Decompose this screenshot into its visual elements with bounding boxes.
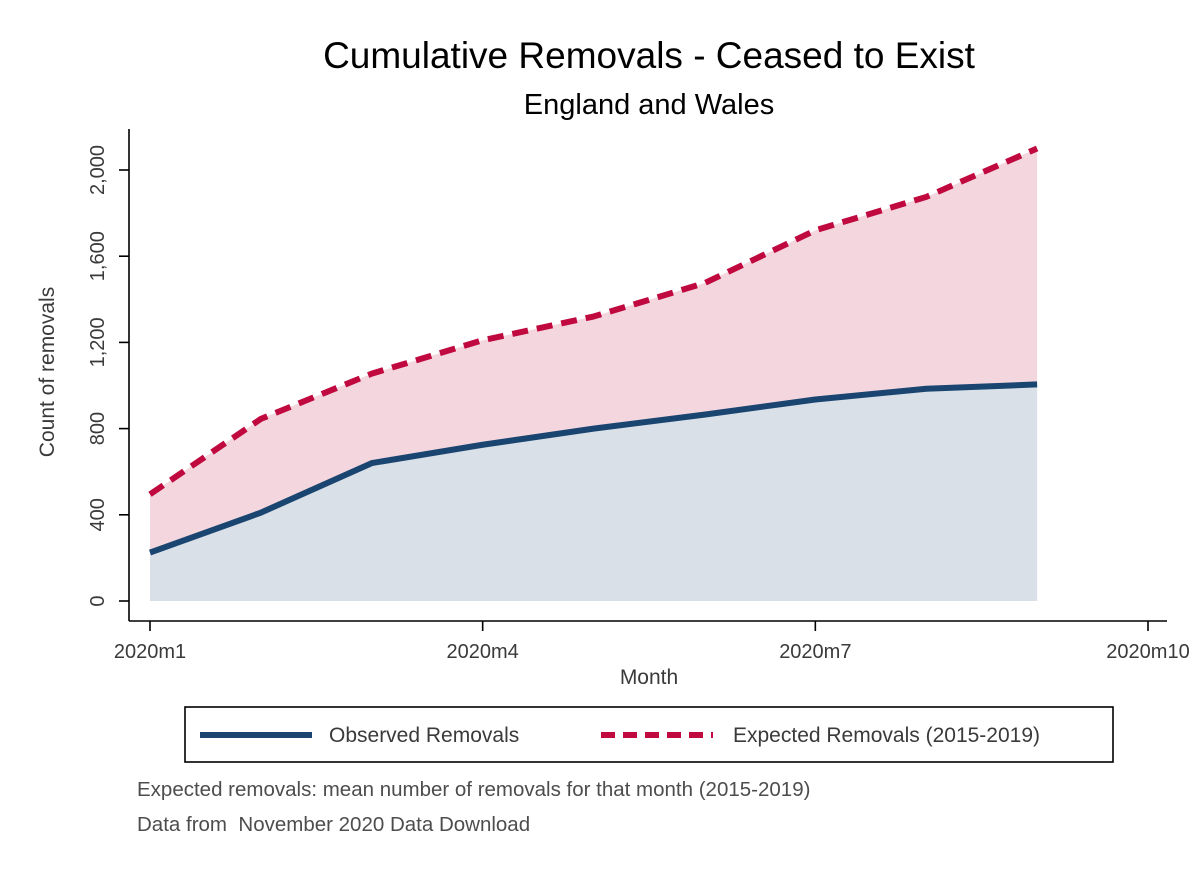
x-tick-label: 2020m1 <box>114 641 186 663</box>
series-line-observed <box>148 381 1038 556</box>
y-ticks: 0 400 800 1,200 1,600 2,000 <box>87 145 129 607</box>
y-tick-label: 400 <box>87 498 109 531</box>
chart-subtitle: England and Wales <box>524 89 774 121</box>
legend-label-observed: Observed Removals <box>329 724 519 747</box>
x-axis-label: Month <box>620 666 678 689</box>
x-ticks: 2020m1 2020m4 2020m7 2020m10 <box>114 621 1190 663</box>
chart-title: Cumulative Removals - Ceased to Exist <box>323 35 976 76</box>
footnote-expected-definition: Expected removals: mean number of remova… <box>137 778 810 801</box>
area-observed <box>150 384 1038 601</box>
y-tick-label: 800 <box>87 412 109 445</box>
y-tick-label: 1,200 <box>87 317 109 367</box>
series-line-expected <box>148 145 1039 497</box>
y-tick-label: 2,000 <box>87 145 109 195</box>
plot-lines <box>148 145 1039 556</box>
footnote-data-source: Data from November 2020 Data Download <box>137 813 530 836</box>
x-tick-label: 2020m4 <box>447 641 519 663</box>
y-axis-label: Count of removals <box>36 287 59 457</box>
x-tick-label: 2020m7 <box>779 641 851 663</box>
legend: Observed Removals Expected Removals (201… <box>184 706 1114 763</box>
y-tick-label: 0 <box>87 595 109 606</box>
x-tick-label: 2020m10 <box>1106 641 1189 663</box>
plot-areas <box>150 148 1038 601</box>
y-tick-label: 1,600 <box>87 231 109 281</box>
legend-label-expected: Expected Removals (2015-2019) <box>733 724 1040 747</box>
